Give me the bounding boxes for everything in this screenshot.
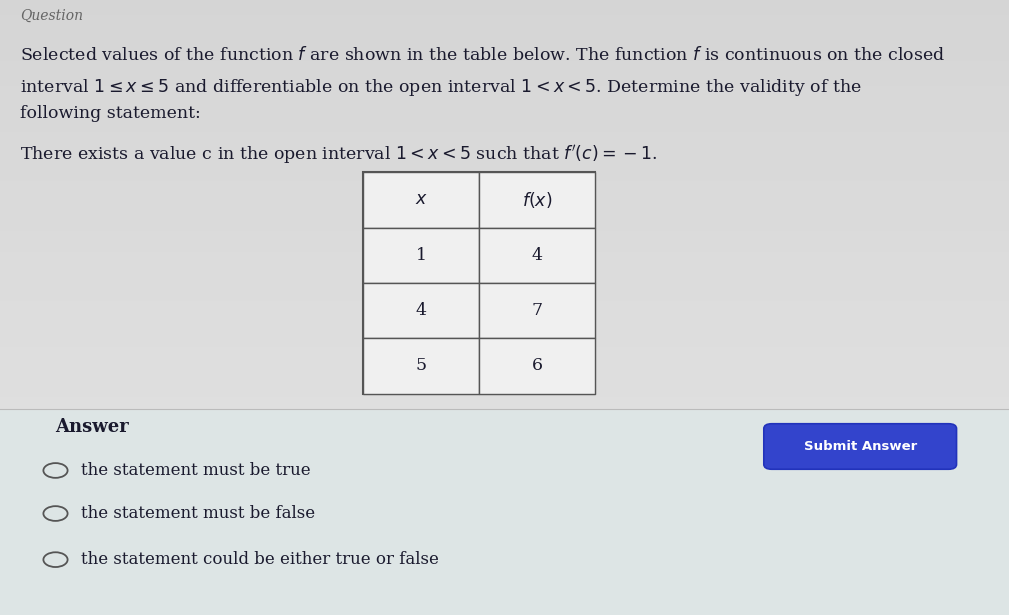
Text: 4: 4 [532, 247, 543, 264]
Text: 1: 1 [416, 247, 427, 264]
Bar [363, 172, 595, 394]
Bar [363, 228, 479, 283]
Bar [479, 338, 595, 394]
Text: There exists a value c in the open interval $1 < x < 5$ such that $f'(c) = -1$.: There exists a value c in the open inter… [20, 143, 658, 165]
Bar [479, 228, 595, 283]
Text: the statement must be false: the statement must be false [81, 505, 315, 522]
Bar [479, 172, 595, 228]
Text: Selected values of the function $f$ are shown in the table below. The function $: Selected values of the function $f$ are … [20, 46, 945, 64]
Text: following statement:: following statement: [20, 105, 201, 122]
Bar [363, 338, 479, 394]
Bar [363, 283, 479, 338]
Text: the statement could be either true or false: the statement could be either true or fa… [81, 551, 439, 568]
Text: interval $1 \leq x \leq 5$ and differentiable on the open interval $1 < x < 5$. : interval $1 \leq x \leq 5$ and different… [20, 77, 862, 98]
Bar [0, 409, 1009, 615]
Text: $x$: $x$ [415, 191, 428, 208]
Text: Question: Question [20, 9, 83, 23]
Text: 7: 7 [532, 302, 543, 319]
Text: Submit Answer: Submit Answer [803, 440, 917, 453]
Text: Answer: Answer [55, 418, 129, 436]
Text: $f(x)$: $f(x)$ [522, 190, 553, 210]
Text: 5: 5 [416, 357, 427, 375]
Text: the statement must be true: the statement must be true [81, 462, 311, 479]
Bar [363, 172, 479, 228]
FancyBboxPatch shape [764, 424, 957, 469]
Text: 6: 6 [532, 357, 543, 375]
Text: 4: 4 [416, 302, 427, 319]
Bar [479, 283, 595, 338]
